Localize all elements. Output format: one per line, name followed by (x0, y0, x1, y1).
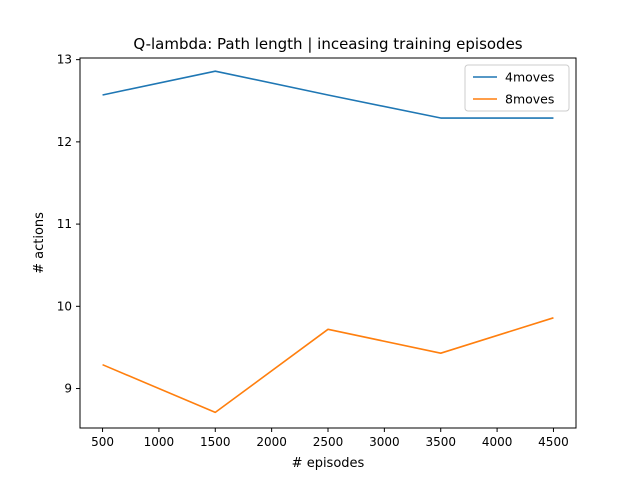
chart-title: Q-lambda: Path length | inceasing traini… (133, 35, 522, 53)
legend: 4moves 8moves (464, 64, 570, 112)
y-tick-label: 10 (57, 299, 72, 313)
x-tick-label: 1000 (144, 435, 175, 449)
series-line-8moves (102, 317, 554, 414)
legend-label: 4moves (505, 70, 554, 85)
y-axis-label: # actions (32, 212, 47, 274)
x-axis-label: # episodes (292, 456, 365, 471)
y-axis: 9 10 11 12 13 (57, 53, 80, 396)
legend-label: 8moves (505, 92, 554, 107)
x-tick-label: 2000 (256, 435, 287, 449)
x-tick-label: 1500 (200, 435, 231, 449)
x-tick-label: 3000 (369, 435, 400, 449)
x-axis: 500 1000 1500 2000 2500 3000 3500 4000 4500 (91, 428, 569, 449)
x-tick-label: 3500 (425, 435, 456, 449)
y-tick-label: 12 (57, 135, 72, 149)
x-tick-label: 4500 (538, 435, 569, 449)
y-tick-label: 9 (64, 382, 72, 396)
series-line-4moves (102, 70, 554, 119)
axes-frame (79, 57, 577, 429)
x-tick-label: 500 (91, 435, 114, 449)
plot-area (102, 70, 554, 414)
x-tick-label: 2500 (313, 435, 344, 449)
x-tick-label: 4000 (482, 435, 513, 449)
y-tick-label: 13 (57, 53, 72, 67)
y-tick-label: 11 (57, 217, 72, 231)
